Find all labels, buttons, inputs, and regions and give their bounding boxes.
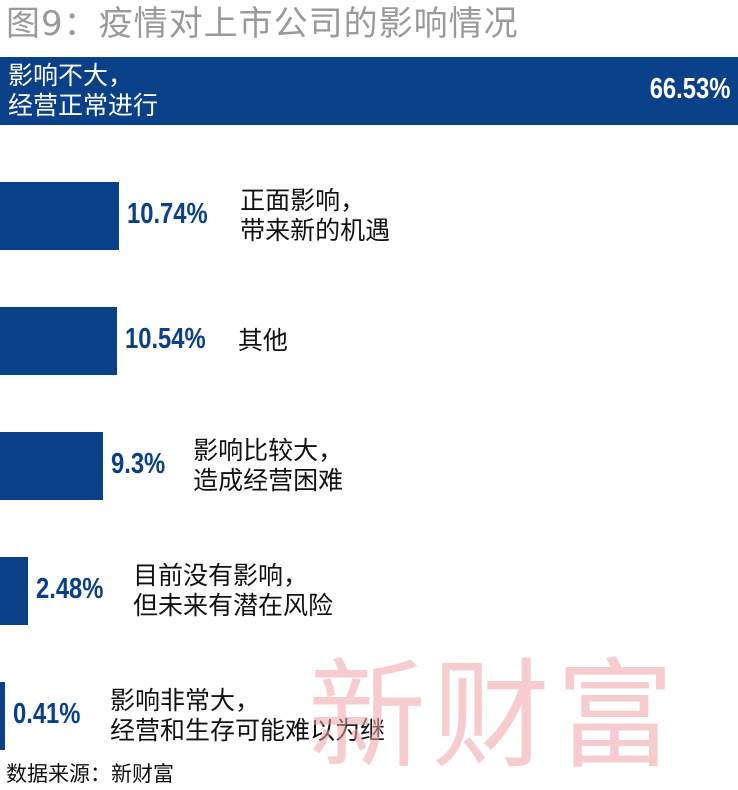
- watermark-logo: 新财富: [308, 647, 681, 785]
- category-label-line: 目前没有影响，: [133, 561, 309, 590]
- value-label-5: 0.41%: [12, 698, 80, 730]
- category-label-line: 影响非常大，: [110, 686, 261, 715]
- value-label-1: 10.74%: [127, 198, 208, 230]
- category-label-0: 影响不大， 经营正常进行: [8, 61, 158, 121]
- value-label-3: 9.3%: [111, 448, 166, 480]
- chart-title: 图9：疫情对上市公司的影响情况: [6, 4, 519, 44]
- bar-5: [0, 682, 5, 750]
- category-label-line: 带来新的机遇: [240, 216, 391, 245]
- category-label-line: 但未来有潜在风险: [133, 591, 334, 620]
- category-label-line: 经营和生存可能难以为继: [110, 716, 386, 745]
- bar-3: [0, 432, 104, 500]
- value-label-2: 10.54%: [124, 323, 206, 355]
- category-label-line: 经营正常进行: [8, 91, 159, 120]
- value-label-4: 2.48%: [35, 573, 103, 605]
- bar-4: [0, 557, 28, 625]
- category-label-1: 正面影响， 带来新的机遇: [240, 186, 390, 246]
- bar-2: [0, 307, 117, 375]
- category-label-5: 影响非常大， 经营和生存可能难以为继: [110, 686, 385, 746]
- category-label-3: 影响比较大， 造成经营困难: [193, 436, 343, 496]
- category-label-line: 影响不大，: [8, 61, 134, 90]
- bar-0: [0, 57, 738, 125]
- category-label-line: 影响比较大，: [193, 436, 344, 465]
- category-label-line: 正面影响，: [240, 186, 366, 215]
- category-label-2: 其他: [238, 326, 288, 356]
- bar-1: [0, 182, 120, 250]
- value-label-0: 66.53%: [649, 73, 730, 105]
- category-label-line: 其他: [237, 326, 288, 355]
- category-label-line: 造成经营困难: [193, 466, 344, 495]
- source-note: 数据来源：新财富: [6, 762, 174, 786]
- category-label-4: 目前没有影响， 但未来有潜在风险: [133, 561, 333, 621]
